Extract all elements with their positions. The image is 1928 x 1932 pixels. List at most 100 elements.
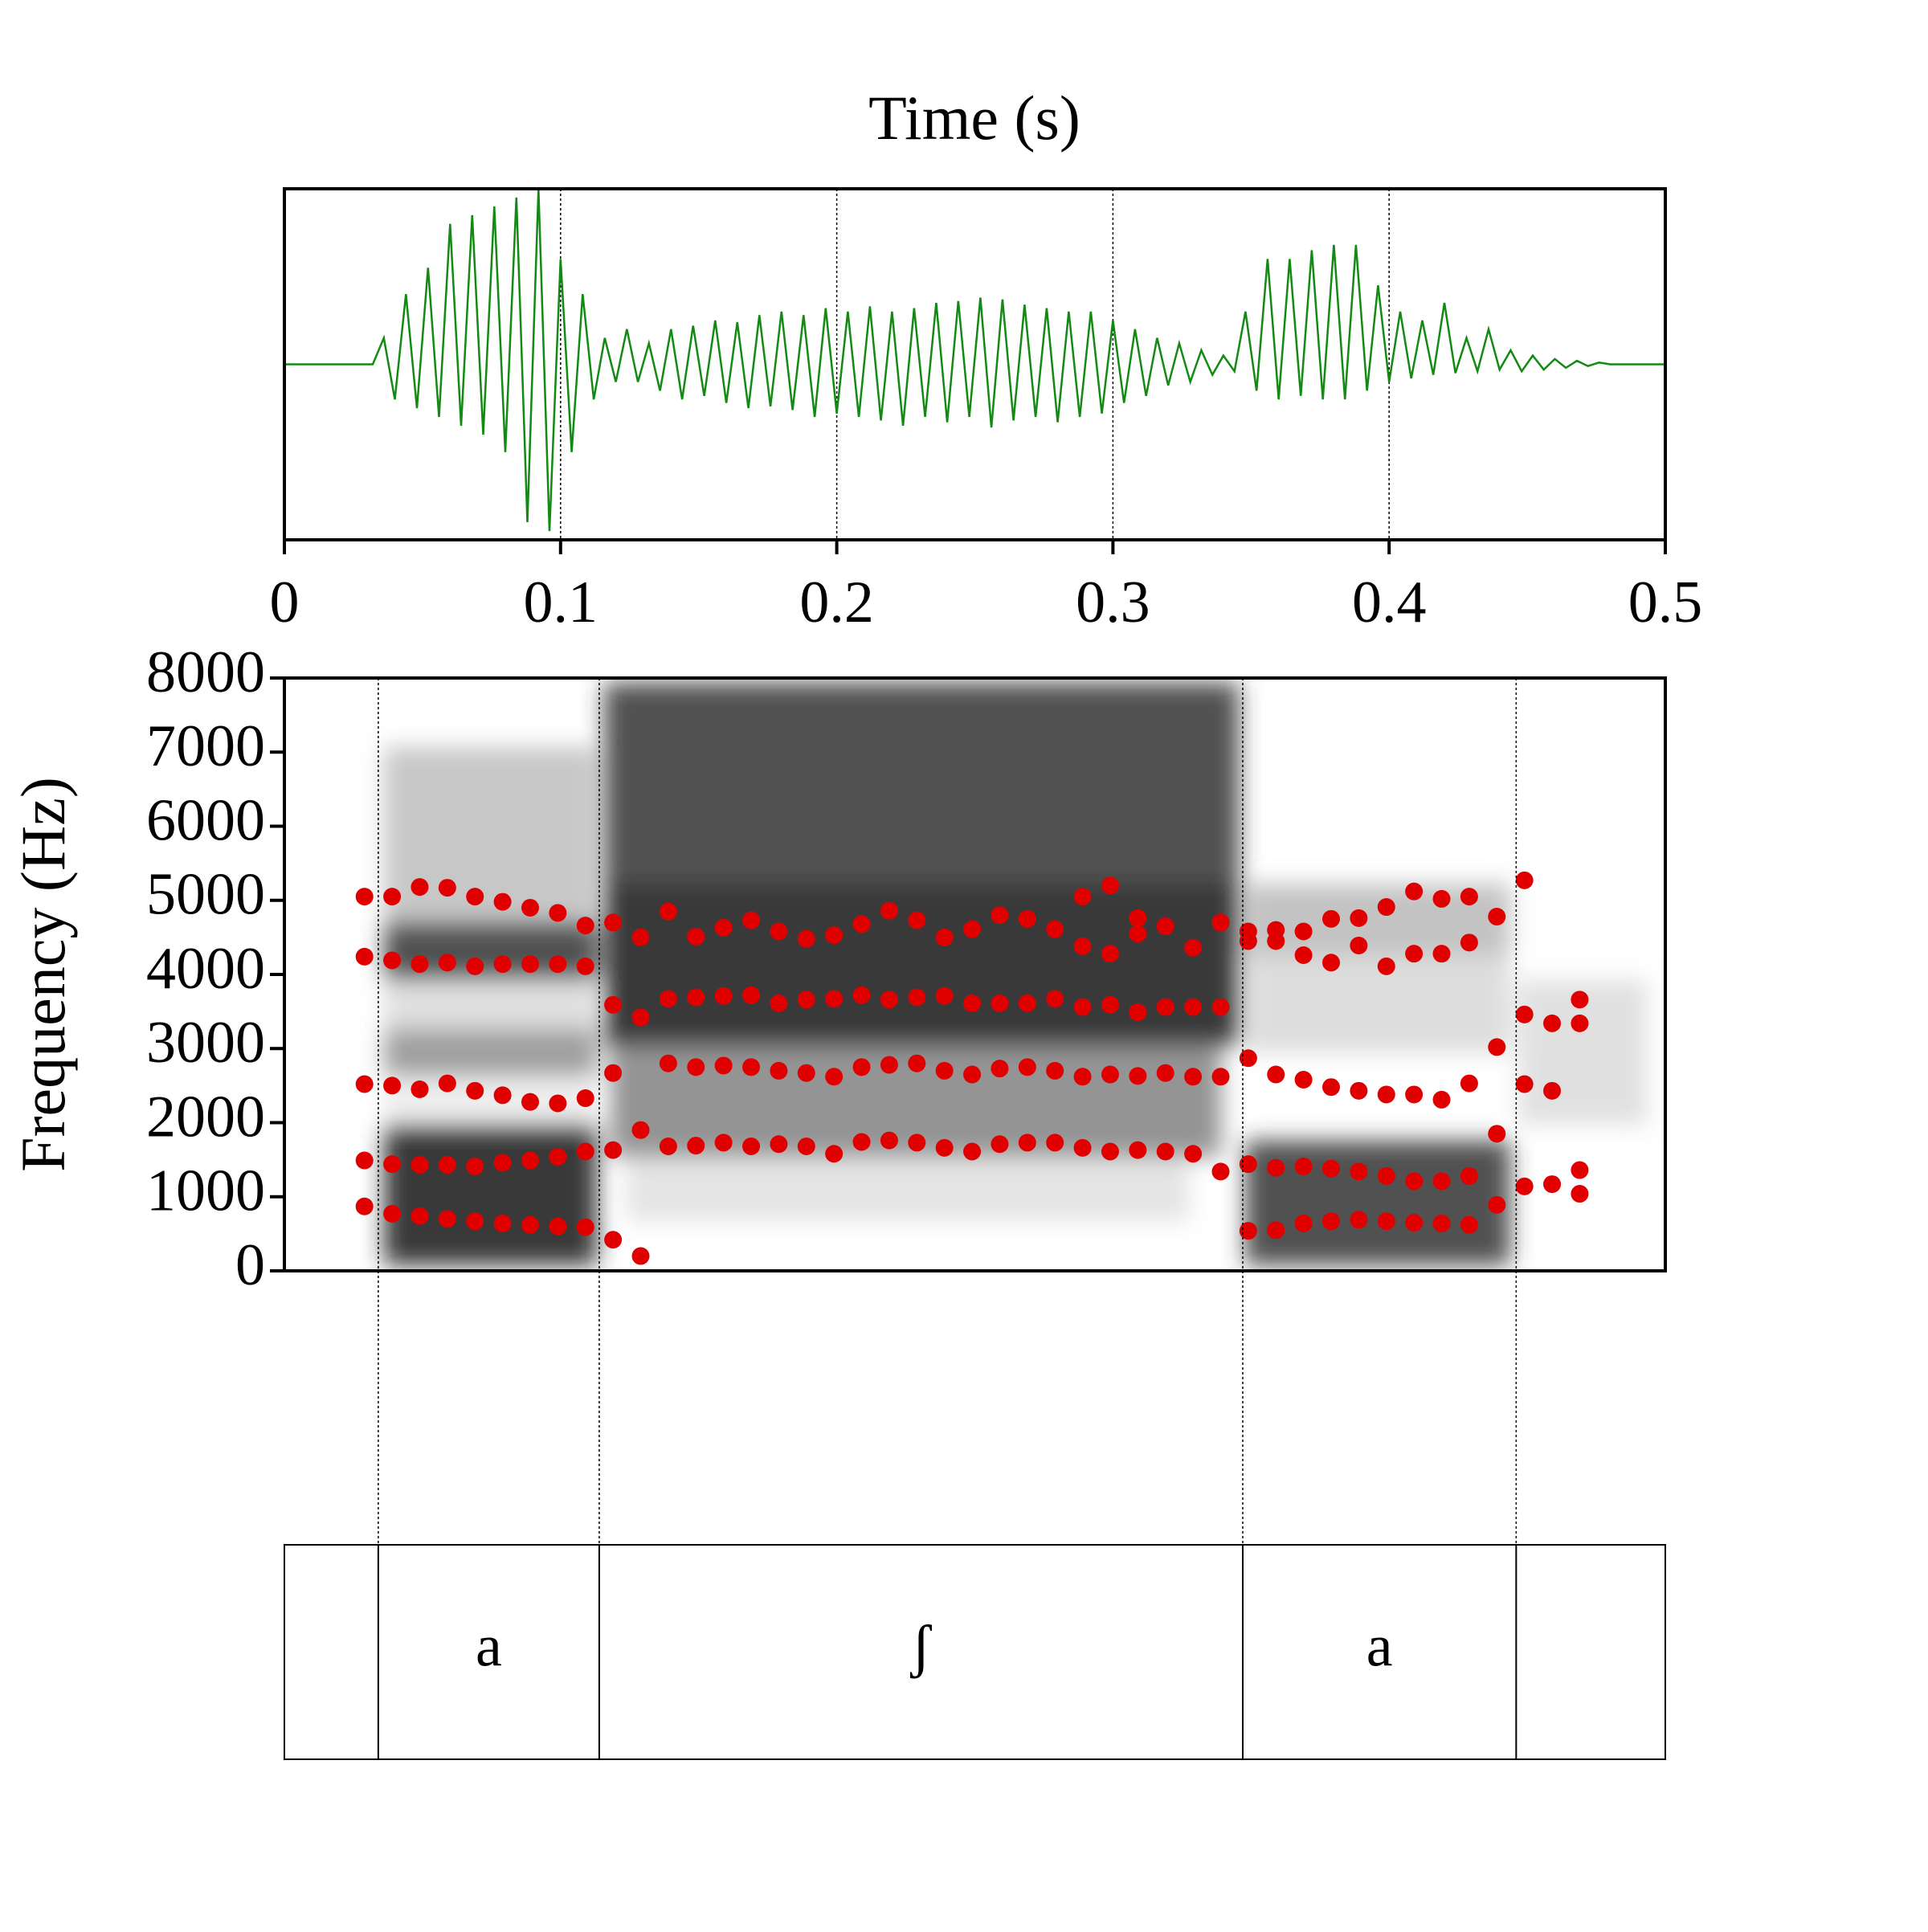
formant-point: [1294, 1070, 1313, 1089]
formant-point: [963, 994, 982, 1012]
formant-point: [714, 986, 733, 1005]
formant-point: [714, 918, 733, 937]
formant-point: [521, 955, 539, 974]
formant-point: [1515, 871, 1534, 889]
formant-point: [438, 954, 456, 972]
formant-point: [1488, 908, 1506, 926]
formant-point: [1046, 990, 1064, 1008]
formant-point: [1432, 1172, 1451, 1191]
formant-point: [1377, 1166, 1395, 1185]
spectrogram-shading: [384, 683, 1647, 1265]
formant-point: [1515, 1005, 1534, 1023]
formant-point: [493, 1086, 512, 1105]
formant-point: [1488, 1038, 1506, 1056]
formant-point: [1350, 1211, 1368, 1229]
formant-point: [1377, 1212, 1395, 1231]
formant-point: [466, 1081, 484, 1100]
y-tick-label: 1000: [146, 1158, 265, 1224]
x-tick-label: 0.4: [1352, 570, 1427, 635]
formant-point: [576, 1218, 594, 1236]
formant-point: [659, 902, 677, 921]
plot-frame: [283, 187, 1667, 541]
formant-point: [604, 913, 623, 932]
formant-point: [493, 1214, 512, 1232]
formant-point: [383, 1204, 402, 1223]
formant-point: [631, 1121, 650, 1139]
formant-point: [1322, 954, 1341, 972]
formant-point: [1073, 998, 1092, 1016]
formant-point: [493, 892, 512, 911]
formant-point: [466, 957, 484, 975]
formant-point: [687, 1058, 705, 1076]
formant-point: [438, 1210, 456, 1228]
formant-point: [466, 888, 484, 906]
formant-point: [908, 988, 926, 1007]
formant-point: [991, 1135, 1009, 1154]
formant-point: [604, 1231, 623, 1249]
formant-point: [1101, 876, 1119, 895]
formant-point: [1129, 909, 1147, 927]
formant-point: [935, 1061, 954, 1080]
formant-point: [963, 1065, 982, 1084]
formant-point: [1267, 1065, 1285, 1084]
formant-point: [411, 1207, 429, 1225]
formant-point: [1432, 1214, 1451, 1232]
formant-point: [797, 991, 815, 1009]
formant-point: [466, 1157, 484, 1175]
formant-point: [797, 1138, 815, 1156]
formant-point: [1515, 1075, 1534, 1093]
formant-point: [935, 928, 954, 946]
formant-point: [1571, 1185, 1589, 1203]
formant-point: [355, 1075, 374, 1093]
formant-point: [880, 901, 898, 920]
formant-point: [1350, 1081, 1368, 1100]
formant-point: [1571, 1161, 1589, 1179]
formant-point: [1046, 1061, 1064, 1080]
formant-point: [355, 1151, 374, 1170]
formant-point: [383, 1076, 402, 1095]
formant-point: [1405, 945, 1424, 963]
formant-point: [1322, 1212, 1341, 1231]
formant-point: [1046, 1133, 1064, 1152]
formant-point: [1322, 1159, 1341, 1178]
formant-point: [493, 1154, 512, 1172]
formant-point: [383, 951, 402, 970]
formant-point: [355, 1197, 374, 1215]
x-tick-label: 0.1: [524, 570, 598, 635]
formant-point: [1211, 1068, 1230, 1086]
y-axis-label: Frequency (Hz): [8, 777, 78, 1172]
formant-point: [604, 1141, 623, 1159]
formant-point: [521, 898, 539, 917]
formant-point: [991, 906, 1009, 925]
formant-point: [1405, 882, 1424, 901]
formant-point: [825, 1145, 844, 1163]
formant-point: [549, 1217, 567, 1236]
formant-point: [1294, 922, 1313, 941]
formant-point: [1322, 909, 1341, 928]
formant-point: [880, 1056, 898, 1074]
formant-point: [1294, 946, 1313, 965]
formant-point: [576, 1142, 594, 1161]
formant-point: [631, 1008, 650, 1027]
plot-frame: [283, 676, 1667, 1272]
formant-point: [659, 990, 677, 1008]
x-tick-label: 0: [270, 570, 300, 635]
formant-point: [1377, 957, 1395, 975]
formant-point: [1184, 1145, 1203, 1163]
formant-point: [1267, 1158, 1285, 1177]
formant-point: [1460, 888, 1478, 906]
formant-point: [1294, 1157, 1313, 1175]
formant-point: [438, 1156, 456, 1174]
formant-point: [1350, 909, 1368, 927]
formant-point: [687, 1137, 705, 1155]
formant-point: [1073, 888, 1092, 906]
formant-point: [852, 915, 871, 933]
formant-point: [742, 911, 761, 929]
formant-point: [1432, 1090, 1451, 1109]
formant-point: [438, 879, 456, 897]
formant-point: [549, 1094, 567, 1113]
formant-point: [1184, 998, 1203, 1016]
x-tick-label: 0.5: [1628, 570, 1703, 635]
formant-point: [438, 1074, 456, 1093]
